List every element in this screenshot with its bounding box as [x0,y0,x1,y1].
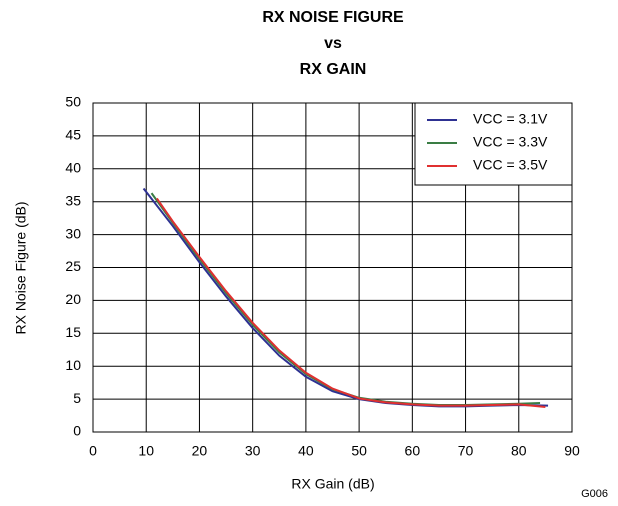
annotation: G006 [581,488,608,500]
legend-label: VCC = 3.1V [473,111,548,127]
y-tick-label: 10 [65,357,81,373]
legend-label: VCC = 3.3V [473,134,548,150]
x-axis-label: RX Gain (dB) [291,476,374,492]
chart-title: RX NOISE FIGURE [262,9,404,26]
legend-label: VCC = 3.5V [473,157,548,173]
x-tick-label: 40 [298,443,314,459]
x-tick-label: 10 [138,443,154,459]
y-tick-label: 15 [65,324,81,340]
x-tick-label: 80 [511,443,527,459]
x-tick-label: 90 [564,443,580,459]
x-tick-label: 50 [351,443,367,459]
y-axis-label: RX Noise Figure (dB) [13,201,29,334]
y-tick-label: 25 [65,258,81,274]
x-tick-label: 70 [458,443,474,459]
y-tick-label: 20 [65,291,81,307]
x-tick-label: 0 [89,443,97,459]
plot-frame [92,102,573,433]
y-tick-label: 50 [65,94,81,110]
chart-title: vs [324,35,342,52]
y-tick-label: 40 [65,160,81,176]
x-tick-label: 20 [192,443,208,459]
chart-title: RX GAIN [300,61,367,78]
x-tick-label: 30 [245,443,261,459]
y-tick-label: 30 [65,225,81,241]
x-tick-label: 60 [405,443,421,459]
series-line [150,192,541,407]
y-tick-label: 45 [65,127,81,143]
y-tick-label: 0 [73,423,81,439]
series-line [142,187,549,408]
y-tick-label: 35 [65,192,81,208]
series-line [156,197,546,408]
y-tick-label: 5 [73,390,81,406]
